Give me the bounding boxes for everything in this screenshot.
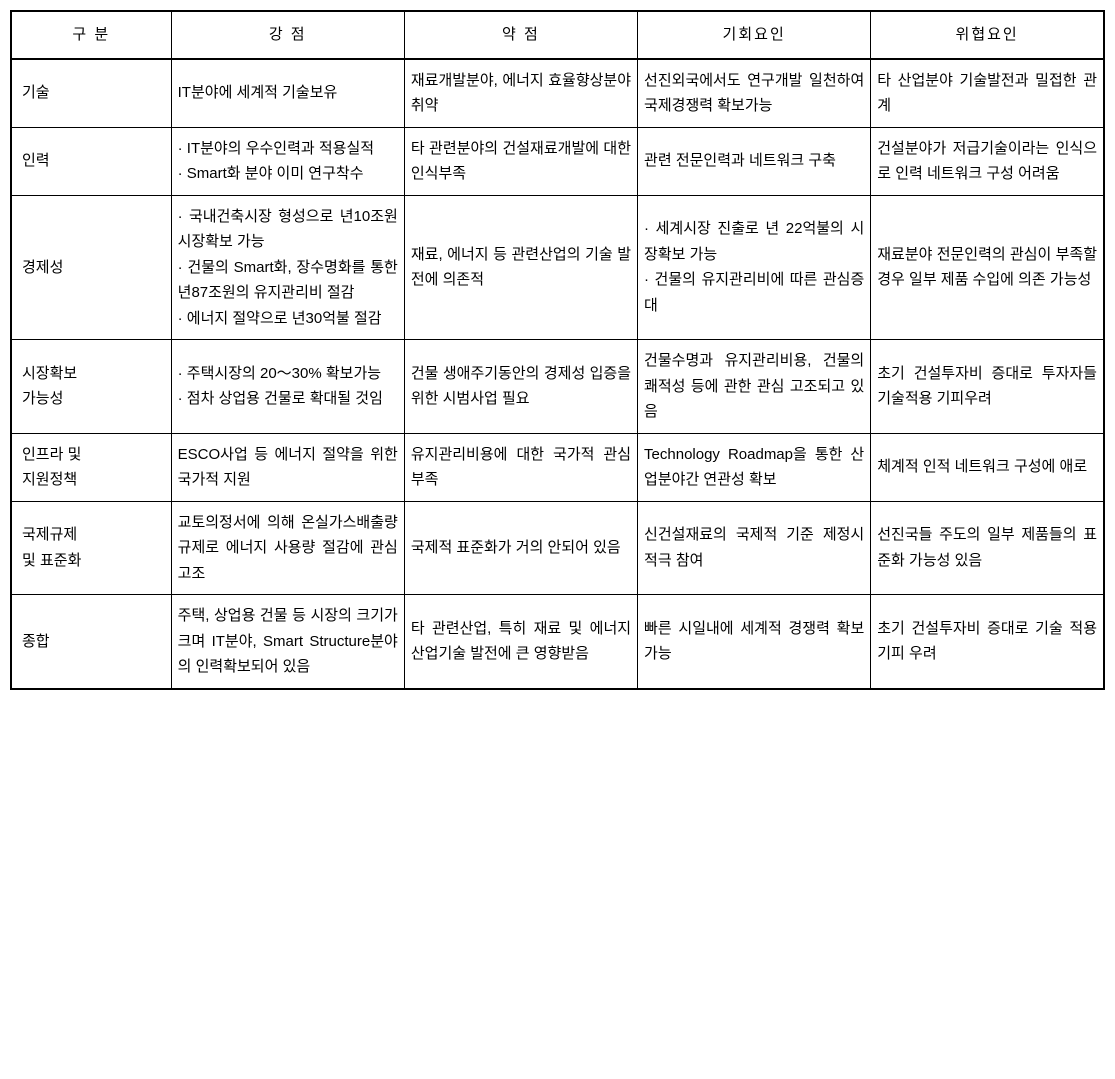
row-threat: 건설분야가 저급기술이라는 인식으로 인력 네트워크 구성 어려움 bbox=[871, 127, 1104, 195]
row-strength: · 국내건축시장 형성으로 년10조원 시장확보 가능· 건물의 Smart화,… bbox=[171, 195, 404, 340]
row-threat: 체계적 인적 네트워크 구성에 애로 bbox=[871, 433, 1104, 501]
header-strength: 강 점 bbox=[171, 11, 404, 59]
row-threat: 재료분야 전문인력의 관심이 부족할 경우 일부 제품 수입에 의존 가능성 bbox=[871, 195, 1104, 340]
row-weakness: 재료, 에너지 등 관련산업의 기술 발전에 의존적 bbox=[404, 195, 637, 340]
row-category: 인프라 및지원정책 bbox=[11, 433, 171, 501]
row-strength: · IT분야의 우수인력과 적용실적· Smart화 분야 이미 연구착수 bbox=[171, 127, 404, 195]
table-row: 시장확보가능성 · 주택시장의 20～30% 확보가능· 점차 상업용 건물로 … bbox=[11, 340, 1104, 434]
row-category: 기술 bbox=[11, 59, 171, 128]
table-row: 종합 주택, 상업용 건물 등 시장의 크기가 크며 IT분야, Smart S… bbox=[11, 595, 1104, 689]
swot-analysis-table: 구 분 강 점 약 점 기회요인 위협요인 기술 IT분야에 세계적 기술보유 … bbox=[10, 10, 1105, 690]
row-category: 종합 bbox=[11, 595, 171, 689]
row-category: 인력 bbox=[11, 127, 171, 195]
row-opportunity: 건물수명과 유지관리비용, 건물의 쾌적성 등에 관한 관심 고조되고 있음 bbox=[638, 340, 871, 434]
row-category: 국제규제및 표준화 bbox=[11, 501, 171, 595]
table-row: 인프라 및지원정책 ESCO사업 등 에너지 절약을 위한 국가적 지원 유지관… bbox=[11, 433, 1104, 501]
row-strength: 주택, 상업용 건물 등 시장의 크기가 크며 IT분야, Smart Stru… bbox=[171, 595, 404, 689]
header-threat: 위협요인 bbox=[871, 11, 1104, 59]
row-opportunity: 관련 전문인력과 네트워크 구축 bbox=[638, 127, 871, 195]
row-weakness: 국제적 표준화가 거의 안되어 있음 bbox=[404, 501, 637, 595]
row-opportunity: 신건설재료의 국제적 기준 제정시 적극 참여 bbox=[638, 501, 871, 595]
row-weakness: 타 관련분야의 건설재료개발에 대한 인식부족 bbox=[404, 127, 637, 195]
row-weakness: 재료개발분야, 에너지 효율향상분야 취약 bbox=[404, 59, 637, 128]
row-weakness: 타 관련산업, 특히 재료 및 에너지 산업기술 발전에 큰 영향받음 bbox=[404, 595, 637, 689]
row-weakness: 건물 생애주기동안의 경제성 입증을 위한 시범사업 필요 bbox=[404, 340, 637, 434]
row-opportunity: · 세계시장 진출로 년 22억불의 시장확보 가능· 건물의 유지관리비에 따… bbox=[638, 195, 871, 340]
row-strength: · 주택시장의 20～30% 확보가능· 점차 상업용 건물로 확대될 것임 bbox=[171, 340, 404, 434]
row-threat: 타 산업분야 기술발전과 밀접한 관계 bbox=[871, 59, 1104, 128]
row-weakness: 유지관리비용에 대한 국가적 관심 부족 bbox=[404, 433, 637, 501]
header-category: 구 분 bbox=[11, 11, 171, 59]
row-strength: IT분야에 세계적 기술보유 bbox=[171, 59, 404, 128]
row-strength: ESCO사업 등 에너지 절약을 위한 국가적 지원 bbox=[171, 433, 404, 501]
table-row: 인력 · IT분야의 우수인력과 적용실적· Smart화 분야 이미 연구착수… bbox=[11, 127, 1104, 195]
row-threat: 선진국들 주도의 일부 제품들의 표준화 가능성 있음 bbox=[871, 501, 1104, 595]
row-opportunity: 선진외국에서도 연구개발 일천하여 국제경쟁력 확보가능 bbox=[638, 59, 871, 128]
table-row: 기술 IT분야에 세계적 기술보유 재료개발분야, 에너지 효율향상분야 취약 … bbox=[11, 59, 1104, 128]
header-opportunity: 기회요인 bbox=[638, 11, 871, 59]
table-body: 기술 IT분야에 세계적 기술보유 재료개발분야, 에너지 효율향상분야 취약 … bbox=[11, 59, 1104, 689]
row-category: 경제성 bbox=[11, 195, 171, 340]
row-threat: 초기 건설투자비 증대로 투자자들 기술적용 기피우려 bbox=[871, 340, 1104, 434]
table-header-row: 구 분 강 점 약 점 기회요인 위협요인 bbox=[11, 11, 1104, 59]
table-row: 국제규제및 표준화 교토의정서에 의해 온실가스배출량 규제로 에너지 사용량 … bbox=[11, 501, 1104, 595]
row-category: 시장확보가능성 bbox=[11, 340, 171, 434]
row-opportunity: Technology Roadmap을 통한 산업분야간 연관성 확보 bbox=[638, 433, 871, 501]
row-strength: 교토의정서에 의해 온실가스배출량 규제로 에너지 사용량 절감에 관심고조 bbox=[171, 501, 404, 595]
row-threat: 초기 건설투자비 증대로 기술 적용 기피 우려 bbox=[871, 595, 1104, 689]
header-weakness: 약 점 bbox=[404, 11, 637, 59]
table-row: 경제성 · 국내건축시장 형성으로 년10조원 시장확보 가능· 건물의 Sma… bbox=[11, 195, 1104, 340]
row-opportunity: 빠른 시일내에 세계적 경쟁력 확보가능 bbox=[638, 595, 871, 689]
